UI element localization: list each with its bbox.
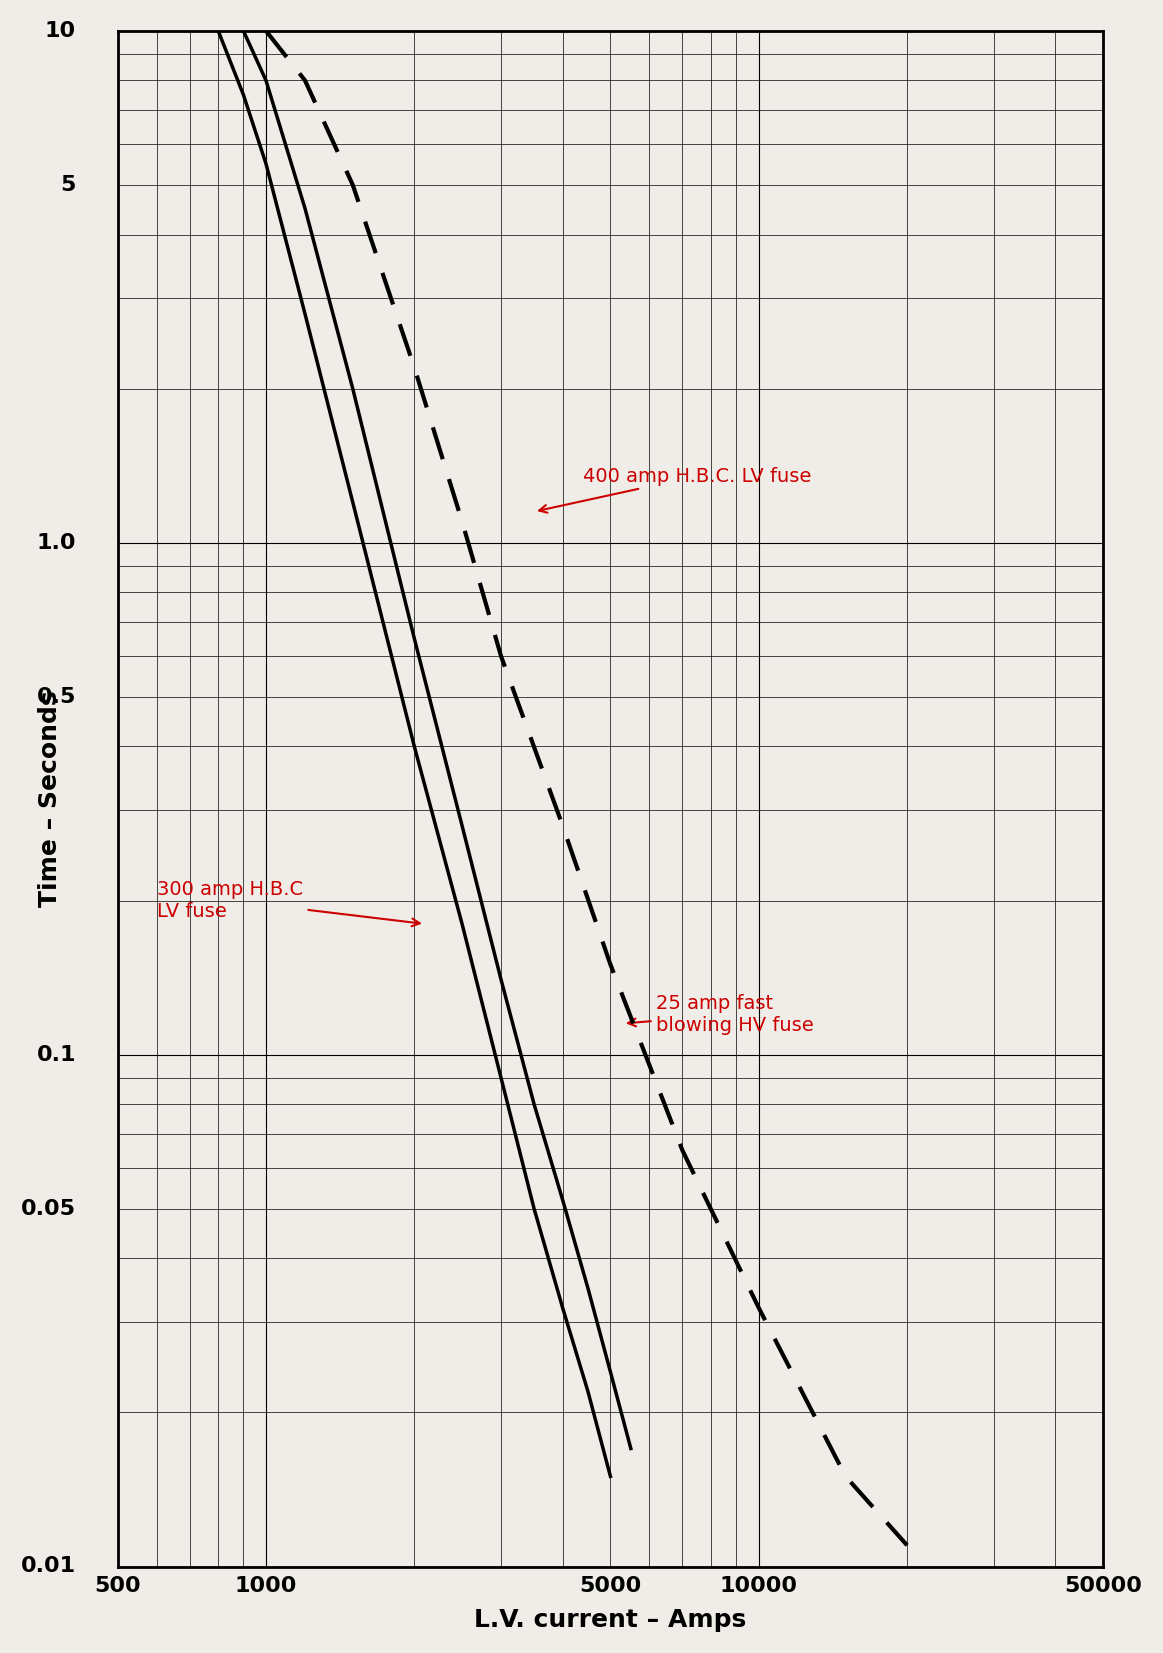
Text: 10000: 10000: [720, 1577, 798, 1597]
Text: 50000: 50000: [1064, 1577, 1142, 1597]
Text: 500: 500: [94, 1577, 141, 1597]
Text: 5000: 5000: [579, 1577, 642, 1597]
Text: 0.5: 0.5: [36, 686, 76, 707]
Text: 1.0: 1.0: [36, 532, 76, 552]
X-axis label: L.V. current – Amps: L.V. current – Amps: [475, 1608, 747, 1632]
Text: 10: 10: [45, 21, 76, 41]
Text: 0.01: 0.01: [21, 1557, 76, 1577]
Text: 25 amp fast
blowing HV fuse: 25 amp fast blowing HV fuse: [628, 993, 814, 1035]
Text: 0.1: 0.1: [36, 1045, 76, 1065]
Y-axis label: Time – Seconds: Time – Seconds: [38, 691, 62, 907]
Text: 1000: 1000: [235, 1577, 298, 1597]
Text: 300 amp H.B.C
LV fuse: 300 amp H.B.C LV fuse: [157, 879, 420, 926]
Text: 5: 5: [60, 175, 76, 195]
Text: 400 amp H.B.C. LV fuse: 400 amp H.B.C. LV fuse: [540, 466, 812, 512]
Text: 0.05: 0.05: [21, 1198, 76, 1218]
